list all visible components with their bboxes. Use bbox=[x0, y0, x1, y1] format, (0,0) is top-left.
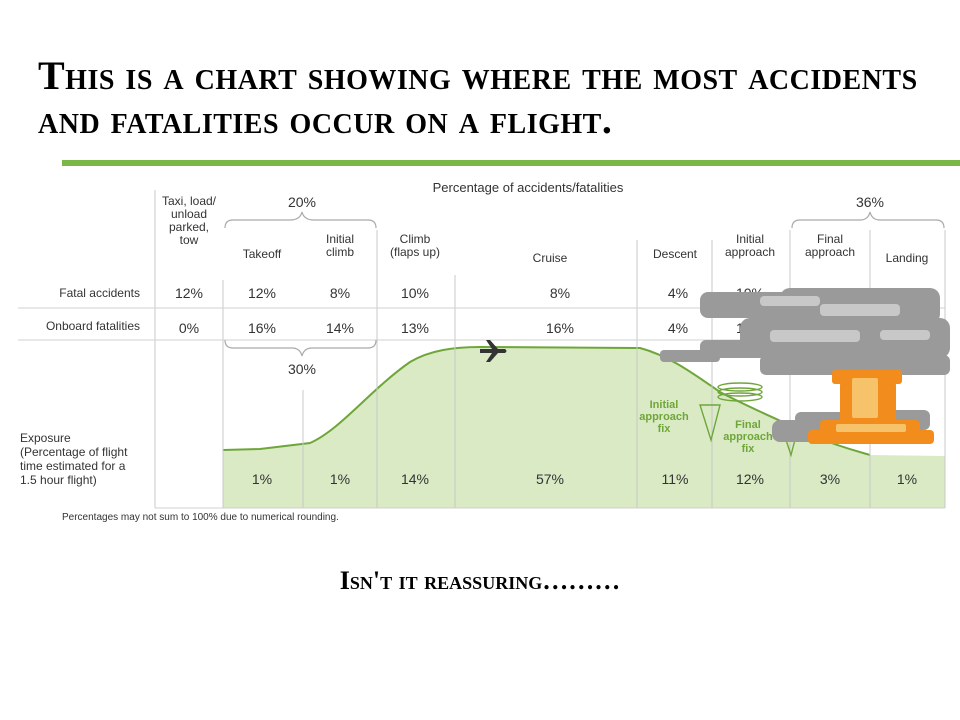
phase-header: Cruise bbox=[533, 251, 568, 265]
slide-title: This is a chart showing where the most a… bbox=[38, 53, 918, 142]
exposure-value: 57% bbox=[536, 471, 564, 487]
group-label-36: 36% bbox=[856, 194, 884, 210]
exposure-area bbox=[223, 347, 945, 508]
onboard-fatality-value: 13% bbox=[401, 320, 429, 336]
exposure-label: Exposure (Percentage of flight time esti… bbox=[20, 431, 131, 487]
holding-pattern-icon bbox=[717, 382, 763, 402]
fatal-accident-value: 12% bbox=[175, 285, 203, 301]
phase-header: Takeoff bbox=[243, 247, 282, 261]
fatal-accident-value: 12% bbox=[248, 285, 276, 301]
phase-header: Initial climb bbox=[326, 232, 354, 259]
chart-title: Percentage of accidents/fatalities bbox=[433, 180, 624, 195]
phase-header: Initial approach bbox=[725, 232, 775, 259]
group-label-20: 20% bbox=[288, 194, 316, 210]
onboard-fatality-value: 16% bbox=[248, 320, 276, 336]
group-label-30: 30% bbox=[288, 361, 316, 377]
exposure-value: 12% bbox=[736, 471, 764, 487]
flight-phase-chart: Percentage of accidents/fatalities 20% 3… bbox=[18, 180, 950, 523]
onboard-fatality-value: 14% bbox=[326, 320, 354, 336]
footnote: Percentages may not sum to 100% due to n… bbox=[62, 512, 339, 523]
initial-approach-fix-cone bbox=[699, 404, 721, 443]
brace-20 bbox=[224, 211, 377, 229]
fatal-accident-value: 8% bbox=[550, 285, 570, 301]
phase-header: Taxi, load/unload parked, tow bbox=[162, 194, 217, 247]
brace-36 bbox=[791, 211, 945, 229]
row-label: Onboard fatalities bbox=[46, 319, 140, 333]
title-rule bbox=[62, 160, 960, 166]
phase-header: Descent bbox=[653, 247, 698, 261]
exposure-value: 1% bbox=[252, 471, 272, 487]
phase-header: Climb (flaps up) bbox=[390, 232, 440, 259]
onboard-fatality-value: 4% bbox=[668, 320, 688, 336]
row-label: Fatal accidents bbox=[59, 286, 140, 300]
phase-header: Final approach bbox=[805, 232, 855, 259]
exposure-value: 3% bbox=[820, 471, 840, 487]
exposure-value: 14% bbox=[401, 471, 429, 487]
phase-header: Landing bbox=[886, 251, 929, 265]
initial-approach-fix-label: Initial approach fix bbox=[639, 399, 689, 435]
group-brackets bbox=[224, 211, 945, 357]
explosion-cloud-icon bbox=[660, 288, 950, 444]
exposure-value: 11% bbox=[662, 471, 689, 487]
slide-caption: Isn't it reassuring……… bbox=[339, 566, 621, 595]
final-approach-fix-label: Final approach fix bbox=[723, 419, 773, 455]
onboard-fatality-value: 16% bbox=[546, 320, 574, 336]
fatal-accident-value: 10% bbox=[401, 285, 429, 301]
fatal-accident-value: 8% bbox=[330, 285, 350, 301]
exposure-value: 1% bbox=[330, 471, 350, 487]
brace-30 bbox=[224, 339, 377, 357]
exposure-value: 1% bbox=[897, 471, 917, 487]
airplane-icon bbox=[480, 340, 507, 362]
fatal-accident-value: 4% bbox=[668, 285, 688, 301]
onboard-fatality-value: 0% bbox=[179, 320, 199, 336]
